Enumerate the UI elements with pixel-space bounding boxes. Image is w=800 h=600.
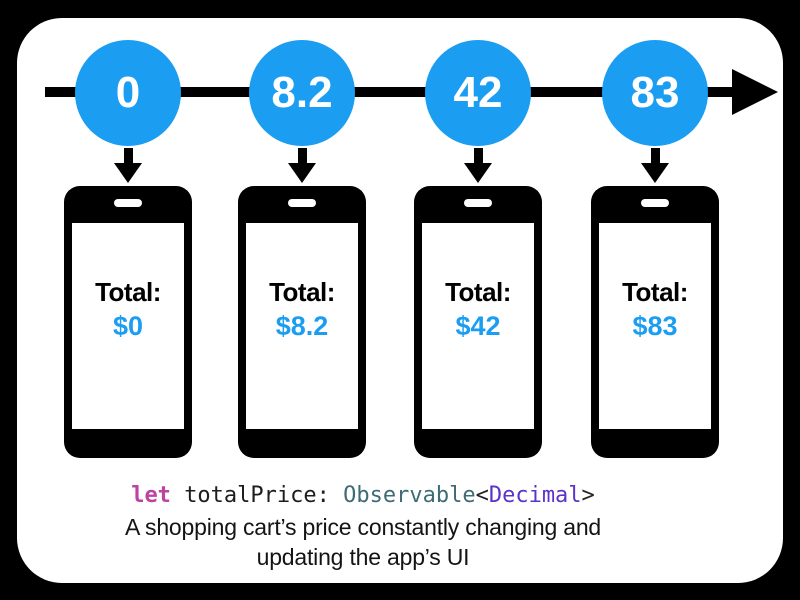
total-label: Total:: [622, 277, 688, 307]
slide-card: 0 Total: $0 8.2: [17, 18, 783, 583]
total-value: $0: [112, 311, 144, 341]
caption-line-1: A shopping cart’s price constantly chang…: [124, 514, 602, 540]
phone-icon: Total: $42: [414, 186, 542, 458]
event-marble: 42: [425, 40, 531, 146]
down-arrow-icon: [591, 148, 719, 183]
event-value: 0: [115, 68, 141, 117]
timeline-arrowhead-icon: [732, 69, 778, 115]
phone-speaker: [114, 199, 142, 207]
code-close-bracket: >: [581, 483, 595, 508]
phone-speaker: [464, 199, 492, 207]
phone-screen: Total: $8.2: [246, 223, 358, 429]
phone-icon: Total: $83: [591, 186, 719, 458]
event-marble: 0: [75, 40, 181, 146]
phone-screen: Total: $83: [599, 223, 711, 429]
code-generic-type: Decimal: [488, 483, 582, 508]
phone-speaker: [641, 199, 669, 207]
event-value: 83: [630, 68, 680, 117]
phone-icon: Total: $0: [64, 186, 192, 458]
timeline-line: [45, 87, 734, 97]
down-arrow-icon: [64, 148, 192, 183]
total-value: $8.2: [275, 311, 329, 341]
event-column: 8.2 Total: $8.2: [238, 40, 366, 458]
phone-screen: Total: $42: [422, 223, 534, 429]
event-marble: 8.2: [249, 40, 355, 146]
caption-line-2: updating the app’s UI: [256, 544, 470, 570]
phone-icon: Total: $8.2: [238, 186, 366, 458]
down-arrow-icon: [414, 148, 542, 183]
event-column: 83 Total: $83: [591, 40, 719, 458]
caption: A shopping cart’s price constantly chang…: [13, 512, 713, 572]
phone-speaker: [288, 199, 316, 207]
total-label: Total:: [95, 277, 161, 307]
code-type: Observable: [343, 483, 476, 508]
down-arrow-icon: [238, 148, 366, 183]
event-marble: 83: [602, 40, 708, 146]
total-value: $83: [632, 311, 678, 341]
code-declaration: let totalPrice: Observable<Decimal>: [131, 481, 595, 511]
event-value: 42: [453, 68, 503, 117]
code-variable: totalPrice:: [170, 483, 344, 508]
event-value: 8.2: [271, 68, 333, 117]
code-keyword: let: [131, 483, 171, 508]
total-label: Total:: [269, 277, 335, 307]
total-value: $42: [455, 311, 501, 341]
total-label: Total:: [445, 277, 511, 307]
phone-screen: Total: $0: [72, 223, 184, 429]
event-column: 0 Total: $0: [64, 40, 192, 458]
event-column: 42 Total: $42: [414, 40, 542, 458]
code-open-bracket: <: [475, 483, 489, 508]
